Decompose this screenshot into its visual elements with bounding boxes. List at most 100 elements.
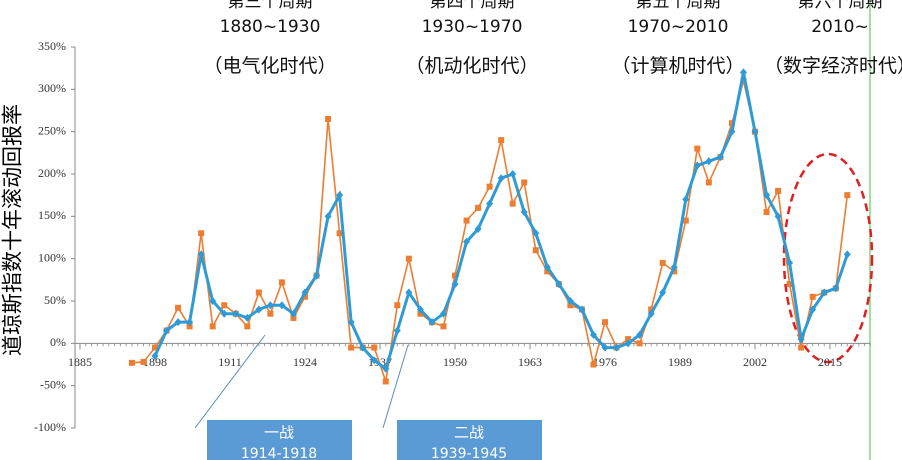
point bbox=[693, 161, 701, 170]
point bbox=[486, 183, 493, 190]
point bbox=[532, 247, 539, 254]
point bbox=[509, 170, 517, 178]
point bbox=[682, 195, 690, 204]
x-tick-label: 2015 bbox=[818, 355, 842, 369]
war-years: 1939-1945 bbox=[431, 446, 507, 460]
point bbox=[705, 179, 712, 186]
point bbox=[152, 344, 158, 351]
point bbox=[463, 217, 470, 224]
point bbox=[763, 209, 770, 216]
point bbox=[566, 297, 574, 305]
point bbox=[324, 212, 332, 221]
y-tick-label: 50% bbox=[44, 293, 66, 307]
point bbox=[197, 250, 205, 259]
y-tick-label: 300% bbox=[38, 81, 66, 95]
point bbox=[763, 191, 771, 200]
point bbox=[382, 364, 390, 373]
point bbox=[602, 319, 608, 326]
point bbox=[705, 157, 713, 166]
x-tick-label: 1885 bbox=[68, 355, 92, 369]
point bbox=[243, 313, 251, 322]
highlight-ellipse bbox=[782, 152, 874, 364]
point bbox=[175, 304, 182, 311]
y-tick-label: -50% bbox=[40, 377, 66, 391]
point bbox=[232, 309, 240, 318]
period-era: （电气化时代） bbox=[203, 55, 336, 77]
point bbox=[209, 323, 216, 330]
period-name: 第六个周期 bbox=[798, 0, 883, 12]
point bbox=[370, 356, 378, 365]
y-tick-label: 200% bbox=[38, 166, 66, 180]
point bbox=[255, 305, 263, 314]
point bbox=[371, 344, 378, 351]
point bbox=[636, 340, 643, 347]
pointer-line bbox=[382, 344, 409, 429]
y-tick-label: 150% bbox=[38, 208, 66, 222]
series-line bbox=[153, 72, 849, 372]
point bbox=[220, 309, 228, 318]
period-name: 第五个周期 bbox=[636, 0, 721, 12]
point bbox=[694, 145, 701, 152]
point bbox=[474, 225, 482, 234]
point bbox=[728, 127, 736, 136]
point bbox=[301, 288, 309, 297]
point bbox=[347, 318, 355, 327]
point bbox=[267, 310, 274, 317]
y-tick-label: -100% bbox=[34, 420, 66, 434]
point bbox=[786, 258, 794, 267]
point bbox=[359, 343, 367, 352]
point bbox=[128, 359, 135, 366]
point bbox=[671, 268, 678, 275]
point bbox=[255, 289, 262, 296]
point bbox=[543, 263, 551, 272]
period-years: 1880~1930 bbox=[220, 17, 321, 37]
point bbox=[647, 309, 655, 318]
x-tick-label: 1924 bbox=[293, 355, 317, 369]
point bbox=[209, 297, 217, 305]
point bbox=[290, 314, 297, 321]
period-name: 第四个周期 bbox=[430, 0, 515, 12]
point bbox=[625, 336, 632, 343]
point bbox=[278, 301, 286, 310]
war-years: 1914-1918 bbox=[241, 446, 317, 460]
point bbox=[544, 268, 551, 275]
point bbox=[336, 191, 344, 200]
point bbox=[325, 115, 332, 122]
point bbox=[186, 323, 193, 330]
point bbox=[313, 271, 321, 280]
point bbox=[486, 199, 494, 208]
point bbox=[440, 323, 447, 330]
point bbox=[590, 361, 597, 368]
point bbox=[809, 293, 816, 300]
point bbox=[682, 217, 689, 224]
point bbox=[451, 280, 459, 289]
point bbox=[774, 212, 782, 221]
x-tick-label: 1963 bbox=[518, 355, 542, 369]
point bbox=[798, 344, 805, 351]
point bbox=[751, 127, 759, 136]
war-box bbox=[207, 420, 352, 460]
point bbox=[497, 174, 505, 183]
period-era: （数字经济时代） bbox=[764, 55, 902, 77]
point bbox=[452, 272, 458, 279]
point bbox=[266, 301, 274, 310]
point bbox=[348, 344, 355, 351]
period-years: 1930~1970 bbox=[422, 17, 523, 37]
period-years: 1970~2010 bbox=[628, 17, 729, 37]
y-tick-label: 250% bbox=[38, 123, 66, 137]
point bbox=[739, 68, 747, 77]
x-tick-label: 2002 bbox=[743, 355, 767, 369]
point bbox=[775, 187, 782, 194]
point bbox=[393, 326, 401, 335]
x-tick-label: 1989 bbox=[668, 355, 692, 369]
point bbox=[405, 288, 413, 297]
point bbox=[555, 280, 563, 289]
point bbox=[278, 279, 285, 286]
point bbox=[289, 309, 297, 318]
period-name: 第三个周期 bbox=[228, 0, 313, 12]
point bbox=[302, 293, 308, 300]
point bbox=[786, 281, 793, 288]
point bbox=[624, 339, 632, 348]
point bbox=[648, 306, 655, 313]
point bbox=[601, 343, 609, 352]
